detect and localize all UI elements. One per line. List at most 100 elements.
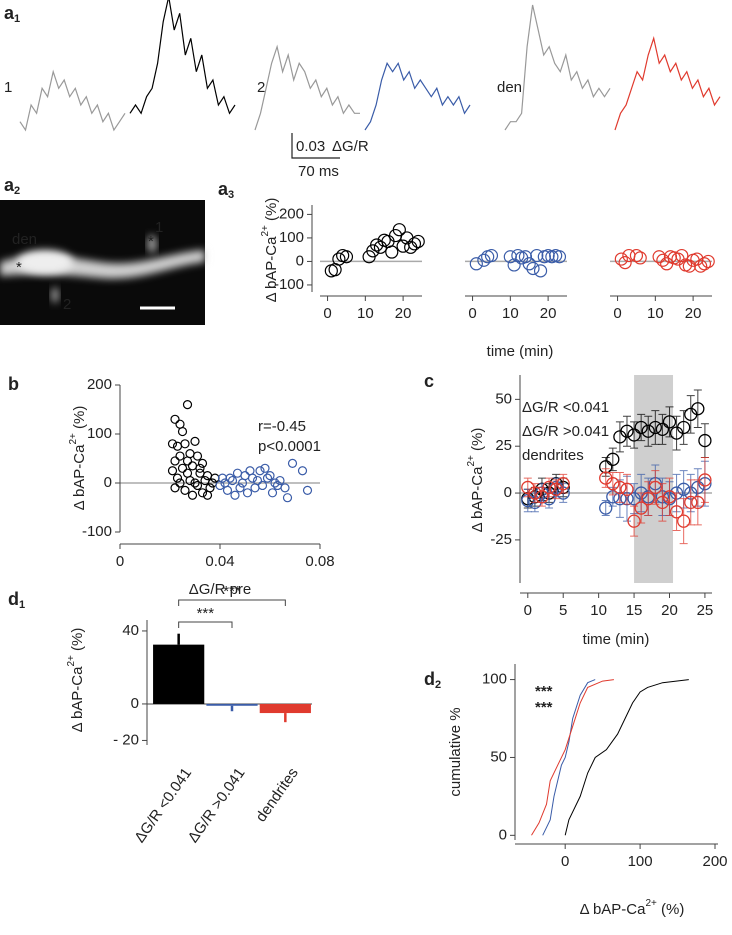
soma-glow — [17, 250, 73, 274]
y-tick-label: 0 — [131, 695, 139, 712]
data-point — [528, 486, 542, 500]
y-tick-label: 50 — [490, 748, 507, 765]
legend-entry: ΔG/R >0.041 — [522, 423, 609, 440]
y-tick-label: 0 — [504, 484, 512, 501]
data-point — [620, 424, 634, 438]
image-label: 1 — [155, 219, 163, 236]
data-point — [606, 477, 620, 491]
spine — [147, 235, 157, 253]
bar — [153, 644, 205, 704]
error-bar — [651, 410, 660, 445]
data-point — [262, 473, 273, 483]
data-point — [167, 439, 178, 449]
panel-subscript: 2 — [435, 679, 441, 691]
data-point — [691, 402, 705, 416]
y-axis-label: Δ bAP-Ca2+ (%) — [66, 628, 86, 733]
scale-bar — [291, 133, 340, 159]
trace-label: 1 — [4, 79, 12, 96]
error-bar — [686, 479, 695, 526]
trace-label: 2 — [257, 79, 265, 96]
significance-label: *** — [197, 605, 215, 622]
data-point — [280, 483, 290, 493]
data-point — [677, 420, 691, 435]
x-axis-label: time (min) — [487, 343, 554, 360]
error-bar — [644, 415, 653, 447]
data-point — [197, 458, 208, 468]
annotation: p<0.0001 — [258, 438, 321, 455]
shaded-period — [634, 375, 674, 583]
data-point — [297, 466, 308, 476]
data-point — [648, 420, 662, 435]
data-point — [202, 471, 213, 481]
y-axis-label-part: 2+ — [466, 455, 477, 467]
data-point — [237, 478, 248, 488]
error-bar — [700, 456, 709, 503]
data-point — [542, 480, 556, 495]
data-point — [641, 492, 655, 506]
y-tick-label: 200 — [279, 205, 304, 222]
data-point — [282, 493, 293, 503]
y-tick-label: 0 — [499, 826, 507, 843]
data-point — [697, 257, 712, 271]
y-axis-label-part: Δ bAP-Ca — [71, 444, 88, 511]
scale-unit: ΔG/R — [332, 138, 369, 155]
data-point — [526, 261, 540, 276]
legend-entry: dendrites — [522, 447, 584, 464]
spine — [51, 287, 59, 303]
error-bar — [637, 492, 646, 524]
panel-label: d1 — [8, 589, 25, 611]
data-point — [175, 478, 185, 488]
data-point — [677, 482, 691, 496]
data-point — [614, 252, 628, 266]
data-point — [185, 475, 195, 486]
data-point — [260, 463, 270, 473]
x-axis-label: time (min) — [583, 631, 650, 648]
x-tick-label: 10 — [647, 305, 664, 322]
significance-label: *** — [535, 683, 553, 700]
panel-label: c — [424, 371, 434, 391]
y-tick-label: -100 — [82, 523, 112, 540]
y-axis-label-part: 2+ — [66, 655, 77, 667]
x-tick-label: 0 — [323, 305, 331, 322]
x-tick-label: 100 — [628, 853, 653, 870]
y-axis-label-part: 2+ — [260, 225, 271, 237]
panel-letter: a — [4, 3, 15, 23]
y-tick-label: 0 — [104, 474, 112, 491]
data-point — [332, 252, 346, 266]
y-axis-label-part: (%) — [469, 428, 486, 456]
panel-letter: d — [424, 669, 435, 689]
x-axis-label-part: (%) — [657, 901, 685, 918]
data-point — [270, 478, 280, 488]
panel-label: b — [8, 374, 19, 394]
data-point — [629, 248, 644, 263]
image-label: den — [12, 231, 37, 248]
x-tick-label: 0 — [561, 853, 569, 870]
error-bar — [679, 498, 688, 545]
panel-letter: b — [8, 374, 19, 394]
data-point — [192, 451, 203, 461]
data-point — [552, 250, 567, 264]
panel-letter: a — [4, 175, 15, 195]
data-point — [662, 490, 677, 504]
data-point — [484, 248, 499, 263]
y-tick-label: 0 — [296, 252, 304, 269]
x-tick-label: 5 — [559, 602, 567, 619]
y-axis-label-part: (%) — [71, 406, 88, 434]
y-axis-label: Δ bAP-Ca2+ (%) — [466, 428, 486, 533]
data-point — [599, 501, 613, 515]
data-point — [247, 473, 258, 483]
data-point — [627, 514, 641, 528]
significance-label: *** — [223, 583, 241, 600]
x-tick-label: 10 — [357, 305, 374, 322]
x-tick-label: 10 — [590, 602, 607, 619]
trace — [504, 4, 611, 131]
data-point — [170, 456, 180, 466]
data-point — [275, 475, 285, 486]
cumulative-line — [564, 679, 689, 836]
annotation: r=-0.45 — [258, 418, 306, 435]
data-point — [656, 253, 670, 267]
panel-label: a1 — [4, 3, 20, 25]
trace-label: den — [497, 79, 522, 96]
error-bar — [622, 415, 631, 447]
